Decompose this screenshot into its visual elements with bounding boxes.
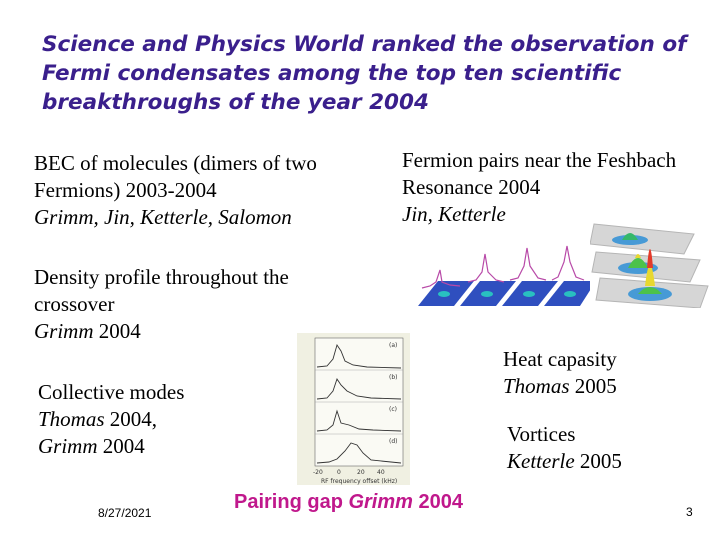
- slide-title: Science and Physics World ranked the obs…: [42, 32, 687, 115]
- fermion-line2: Resonance 2004: [402, 175, 541, 199]
- collective-year1: 2004,: [104, 407, 158, 431]
- cloud-2: [481, 291, 493, 297]
- pairing-year: 2004: [412, 491, 463, 513]
- collective-author2: Grimm: [38, 434, 98, 458]
- condensate-peaks-figure: [590, 210, 716, 308]
- profile-curve-1: [421, 269, 461, 289]
- vortices-author: Ketterle: [507, 449, 575, 473]
- density-block: Density profile throughout the crossover…: [34, 264, 354, 345]
- heat-author: Thomas: [503, 374, 570, 398]
- spectrum-a: [316, 343, 402, 369]
- momentum-distribution-figure: [410, 236, 596, 308]
- density-year: 2004: [93, 319, 141, 343]
- pairing-author: Grimm: [348, 491, 413, 513]
- rf-xlabel: RF frequency offset (kHz): [321, 478, 397, 485]
- profile-curve-2: [467, 253, 505, 283]
- bec-authors: Grimm, Jin, Ketterle, Salomon: [34, 205, 292, 229]
- pairing-prefix: Pairing gap: [234, 491, 349, 513]
- spectrum-d: [316, 442, 402, 464]
- x-tick-2: 20: [357, 469, 365, 476]
- heat-year: 2005: [569, 374, 617, 398]
- bec-line2: Fermions) 2003-2004: [34, 178, 217, 202]
- collective-author1: Thomas: [38, 407, 105, 431]
- spectrum-c: [316, 409, 402, 432]
- panel-label-b: (b): [389, 374, 398, 381]
- profile-curve-3: [509, 247, 547, 281]
- footer-date: 8/27/2021: [98, 506, 152, 520]
- spectrum-b: [316, 377, 402, 400]
- density-author: Grimm: [34, 319, 94, 343]
- cloud-3: [523, 291, 535, 297]
- bec-line1: BEC of molecules (dimers of two: [34, 151, 317, 175]
- panel-label-d: (d): [389, 438, 398, 445]
- collective-year2: 2004: [97, 434, 145, 458]
- collective-block: Collective modes Thomas 2004, Grimm 2004: [38, 379, 278, 460]
- panel-label-a: (a): [389, 342, 397, 349]
- density-line1: Density profile throughout the: [34, 265, 289, 289]
- fermion-line1: Fermion pairs near the Feshbach: [402, 148, 677, 172]
- rf-spectra-figure: (a) (b) (c) (d) -20 0 20 40 RF frequency…: [297, 333, 410, 485]
- vortices-line1: Vortices: [507, 422, 576, 446]
- panel-label-c: (c): [389, 406, 397, 413]
- page-number: 3: [686, 505, 693, 519]
- heat-line1: Heat capasity: [503, 347, 617, 371]
- density-line2: crossover: [34, 292, 115, 316]
- pairing-gap-caption: Pairing gap Grimm 2004: [234, 491, 463, 514]
- cloud-4: [564, 291, 576, 297]
- x-tick-0: -20: [313, 469, 323, 476]
- x-tick-3: 40: [377, 469, 385, 476]
- heat-block: Heat capasity Thomas 2005: [503, 346, 703, 400]
- vortices-year: 2005: [574, 449, 622, 473]
- fermion-block: Fermion pairs near the Feshbach Resonanc…: [402, 147, 720, 228]
- vortices-block: Vortices Ketterle 2005: [507, 421, 707, 475]
- cloud-1: [438, 291, 450, 297]
- x-tick-1: 0: [337, 469, 341, 476]
- fermion-authors: Jin, Ketterle: [402, 202, 506, 226]
- profile-curve-4: [551, 245, 585, 281]
- bec-block: BEC of molecules (dimers of two Fermions…: [34, 150, 374, 231]
- collective-line1: Collective modes: [38, 380, 185, 404]
